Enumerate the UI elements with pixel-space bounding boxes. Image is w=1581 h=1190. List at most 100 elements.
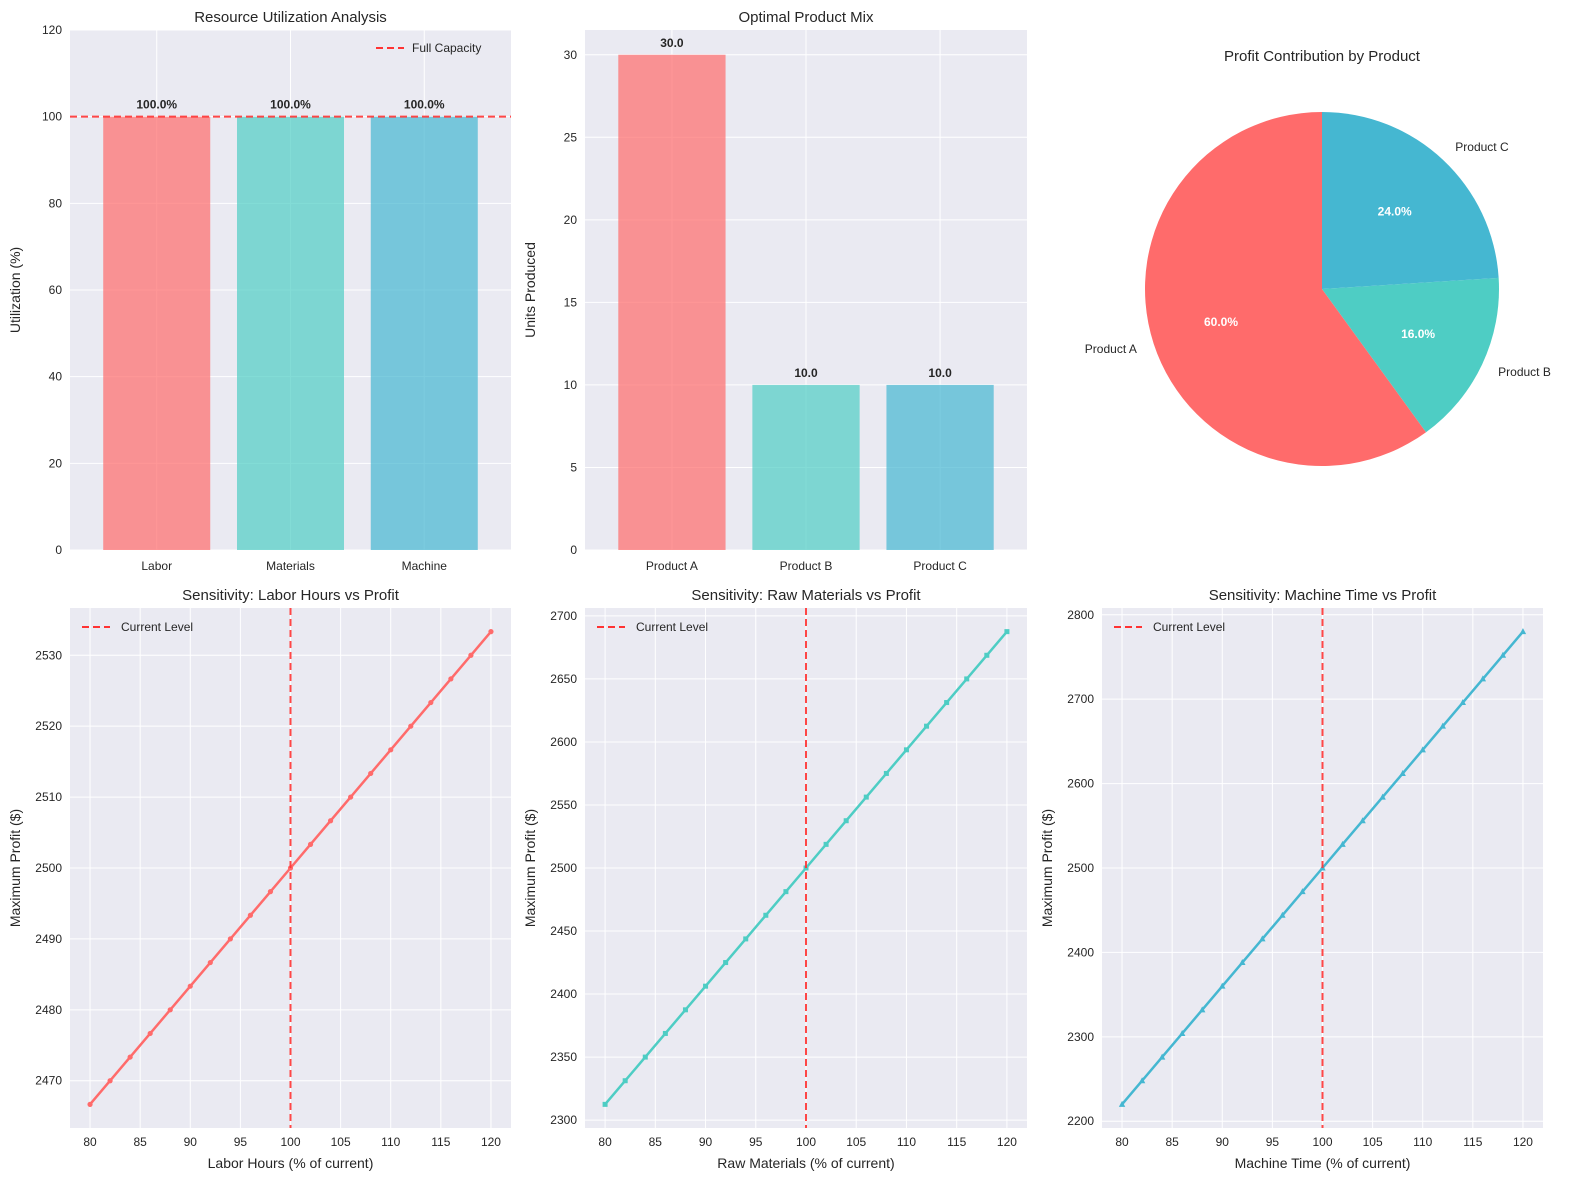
pie-slice: [1322, 112, 1499, 289]
x-tick-label: 120: [1513, 1135, 1533, 1149]
chart-title: Sensitivity: Labor Hours vs Profit: [182, 587, 400, 604]
data-label: 10.0: [794, 366, 818, 380]
y-tick-label: 2700: [1067, 692, 1094, 706]
x-tick-label: 105: [846, 1135, 866, 1149]
data-point: [682, 1007, 688, 1013]
data-point: [763, 912, 769, 918]
bar: [618, 54, 726, 551]
data-point: [327, 818, 334, 824]
line-chart-0: Sensitivity: Labor Hours vs Profit Maximu…: [7, 587, 511, 1171]
legend-label: Current Level: [636, 620, 708, 634]
x-tick-label: 110: [897, 1135, 916, 1149]
x-tick-label: 110: [381, 1135, 400, 1149]
y-tick-label: 10: [564, 378, 578, 392]
y-tick-label: 2500: [550, 861, 577, 875]
data-point: [307, 841, 314, 847]
legend-label: Current Level: [121, 620, 193, 634]
x-tick-label: 100: [796, 1135, 816, 1149]
y-tick-label: 2400: [550, 987, 577, 1001]
y-tick-label: 15: [564, 295, 578, 309]
data-point: [488, 629, 494, 635]
y-axis-label: Utilization (%): [7, 247, 23, 333]
x-tick-label: 80: [83, 1135, 97, 1149]
x-tick-label: 110: [1413, 1135, 1432, 1149]
y-tick-label: 2480: [35, 1003, 62, 1017]
x-tick-label: 100: [1312, 1135, 1332, 1149]
data-point: [1138, 1077, 1146, 1084]
y-axis-label: Maximum Profit ($): [1039, 809, 1055, 927]
data-label: 10.0: [928, 366, 952, 380]
x-tick-label: 115: [947, 1135, 966, 1149]
x-axis-label: Labor Hours (% of current): [208, 1155, 374, 1171]
y-tick-label: 2650: [550, 672, 577, 686]
data-point: [1118, 1100, 1126, 1107]
data-point: [147, 1030, 153, 1037]
y-tick-label: 40: [49, 370, 63, 384]
data-point: [1499, 651, 1507, 658]
data-point: [1178, 1029, 1186, 1036]
y-tick-label: 2600: [550, 735, 577, 749]
y-tick-label: 120: [42, 23, 62, 37]
data-point: [227, 936, 233, 942]
x-tick-label: 80: [1115, 1135, 1129, 1149]
y-tick-label: 2300: [550, 1113, 577, 1127]
x-tick-label: 95: [749, 1135, 763, 1149]
y-tick-label: 80: [49, 196, 63, 210]
data-point: [388, 747, 394, 753]
data-point: [843, 818, 849, 824]
y-tick-label: 20: [49, 456, 63, 470]
line-chart-1: Sensitivity: Raw Materials vs Profit Maxi…: [522, 587, 1027, 1171]
y-tick-label: 2500: [35, 861, 62, 875]
y-tick-label: 2200: [1067, 1114, 1094, 1128]
x-tick-label: 105: [1363, 1135, 1383, 1149]
data-point: [1299, 888, 1306, 895]
data-point: [1239, 959, 1246, 966]
x-tick-label: 95: [234, 1135, 248, 1149]
data-label: 100.0%: [270, 98, 311, 112]
y-tick-label: 100: [42, 110, 62, 124]
data-point: [368, 770, 374, 777]
x-tick-label: 105: [331, 1135, 351, 1149]
data-point: [743, 936, 749, 942]
data-point: [1379, 793, 1386, 800]
data-point: [468, 652, 474, 658]
x-tick-label: 85: [1165, 1135, 1179, 1149]
chart-title: Resource Utilization Analysis: [194, 9, 387, 26]
data-point: [348, 794, 354, 800]
chart-title: Profit Contribution by Product: [1224, 48, 1421, 65]
x-axis-label: Raw Materials (% of current): [717, 1155, 894, 1171]
line-chart-2: Sensitivity: Machine Time vs Profit Maxim…: [1039, 587, 1543, 1171]
x-tick-label: 80: [598, 1135, 612, 1149]
x-tick-label: 115: [431, 1135, 450, 1149]
x-tick-label: 90: [699, 1135, 713, 1149]
x-tick-label: Product C: [913, 559, 967, 573]
data-point: [903, 747, 909, 753]
y-tick-label: 2600: [1067, 777, 1094, 791]
y-tick-label: 5: [570, 460, 577, 474]
data-point: [107, 1078, 113, 1084]
data-point: [1459, 699, 1467, 706]
data-point: [1439, 722, 1446, 729]
x-tick-label: Product A: [646, 559, 698, 573]
data-point: [207, 959, 213, 966]
y-tick-label: 20: [564, 213, 578, 227]
x-axis-label: Machine Time (% of current): [1235, 1155, 1411, 1171]
x-tick-label: 95: [1266, 1135, 1280, 1149]
data-point: [267, 889, 274, 895]
y-tick-label: 2490: [35, 932, 62, 946]
data-point: [1158, 1053, 1166, 1060]
y-tick-label: 2550: [550, 798, 577, 812]
data-point: [783, 889, 789, 895]
pie-slice: [1145, 112, 1427, 467]
chart-title: Sensitivity: Machine Time vs Profit: [1209, 587, 1437, 604]
chart-title: Sensitivity: Raw Materials vs Profit: [691, 587, 921, 604]
y-tick-label: 30: [564, 48, 578, 62]
y-tick-label: 2400: [1067, 945, 1094, 959]
data-point: [1004, 629, 1010, 635]
data-point: [1399, 769, 1406, 776]
bar-chart-1: Optimal Product Mix Units Produced 0 5 10 15 2…: [522, 9, 1027, 573]
data-point: [1419, 746, 1426, 753]
data-point: [984, 652, 990, 658]
y-tick-label: 2520: [35, 719, 62, 733]
